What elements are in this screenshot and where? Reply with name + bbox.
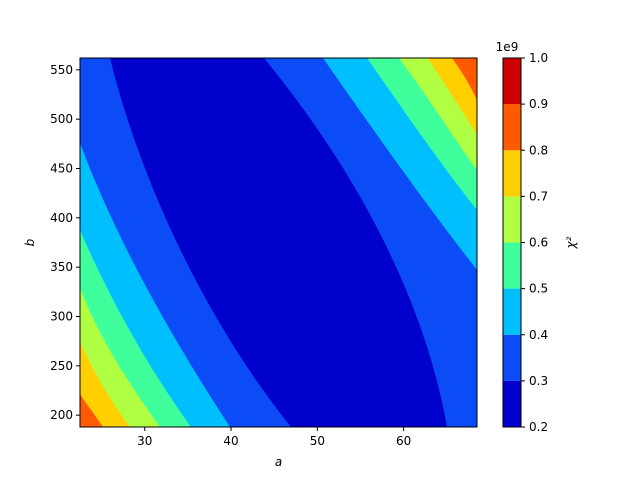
colorbar-tick-label: 0.9: [529, 97, 548, 111]
y-axis-label: b: [23, 238, 37, 246]
colorbar-swatch: [503, 196, 521, 243]
x-tick-label: 60: [396, 434, 411, 448]
colorbar-tick-label: 1.0: [529, 51, 548, 65]
colorbar-label: χ²: [564, 236, 578, 249]
colorbar-swatch: [503, 380, 521, 427]
contour-band-0.2-0.3: [110, 58, 447, 427]
y-tick-label: 300: [50, 309, 73, 323]
plot-area: [79, 57, 478, 428]
colorbar-tick-label: 0.3: [529, 374, 548, 388]
y-tick-label: 550: [50, 63, 73, 77]
x-axis-label: a: [275, 455, 282, 469]
x-tick-label: 30: [137, 434, 152, 448]
colorbar-swatch: [503, 58, 521, 105]
colorbar-swatch: [503, 334, 521, 381]
colorbar-tick-label: 0.7: [529, 189, 548, 203]
colorbar-swatch: [503, 150, 521, 197]
contour-band-0.7-0.8: [428, 58, 477, 135]
colorbar-swatch: [503, 104, 521, 151]
y-tick-label: 250: [50, 359, 73, 373]
y-tick-label: 350: [50, 260, 73, 274]
y-tick-label: 450: [50, 162, 73, 176]
colorbar-tick-label: 0.5: [529, 282, 548, 296]
y-tick-label: 500: [50, 112, 73, 126]
colorbar-swatches: [503, 58, 521, 427]
colorbar: 0.2 0.3 0.4 0.5 0.6 0.7 0.8 0.9 1.0 1e9 χ²: [496, 40, 578, 434]
y-axis: 200 250 300 350 400 450 500 550: [50, 63, 80, 422]
colorbar-offset-text: 1e9: [496, 40, 519, 54]
colorbar-tick-label: 0.4: [529, 328, 548, 342]
contour-band-0.7-0.8: [80, 342, 130, 427]
contour-band-0.8-0.9: [452, 58, 477, 100]
x-tick-label: 50: [310, 434, 325, 448]
colorbar-swatch: [503, 288, 521, 335]
plot-frame: [79, 57, 478, 428]
colorbar-swatch: [503, 242, 521, 289]
colorbar-tick-label: 0.6: [529, 236, 548, 250]
colorbar-tick-label: 0.8: [529, 143, 548, 157]
colorbar-tick-label: 0.2: [529, 420, 548, 434]
contour-band-0.8-0.9: [80, 394, 103, 427]
y-tick-label: 200: [50, 408, 73, 422]
x-tick-label: 40: [223, 434, 238, 448]
colorbar-ticks: 0.2 0.3 0.4 0.5 0.6 0.7 0.8 0.9 1.0: [521, 51, 548, 434]
y-tick-label: 400: [50, 211, 73, 225]
x-axis: 30 40 50 60: [137, 427, 411, 448]
